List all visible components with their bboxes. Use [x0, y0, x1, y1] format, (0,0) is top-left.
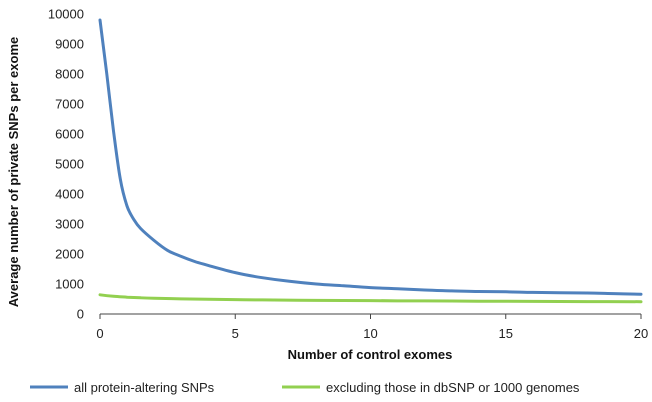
series-layer: [98, 18, 643, 304]
y-tick-label: 8000: [55, 67, 84, 82]
y-tick-label: 9000: [55, 37, 84, 52]
y-tick-label: 0: [77, 307, 84, 322]
x-axis-title: Number of control exomes: [288, 347, 453, 362]
x-axis-ticks: 0 5 10 15 20: [96, 314, 648, 341]
x-tick-label: 20: [634, 326, 648, 341]
y-axis-title: Average number of private SNPs per exome: [6, 37, 21, 307]
y-tick-label: 6000: [55, 127, 84, 142]
y-axis-ticks: 0 1000 2000 3000 4000 5000 6000 7000 8000 9000 100…: [48, 7, 84, 322]
y-tick-label: 7000: [55, 97, 84, 112]
y-tick-label: 2000: [55, 247, 84, 262]
x-tick-label: 0: [96, 326, 103, 341]
y-tick-label: 5000: [55, 157, 84, 172]
legend: all protein-altering SNPs excluding thos…: [30, 380, 580, 395]
x-tick-label: 15: [499, 326, 513, 341]
y-tick-label: 3000: [55, 217, 84, 232]
series-excluding-dbsnp: [98, 293, 643, 304]
legend-label-all-protein-altering: all protein-altering SNPs: [74, 380, 215, 395]
y-tick-label: 1000: [55, 277, 84, 292]
series-all-protein-altering: [98, 18, 643, 296]
y-tick-label: 10000: [48, 7, 84, 22]
x-tick-label: 10: [363, 326, 377, 341]
x-tick-label: 5: [232, 326, 239, 341]
legend-label-excluding-dbsnp: excluding those in dbSNP or 1000 genomes: [326, 380, 580, 395]
y-tick-label: 4000: [55, 187, 84, 202]
